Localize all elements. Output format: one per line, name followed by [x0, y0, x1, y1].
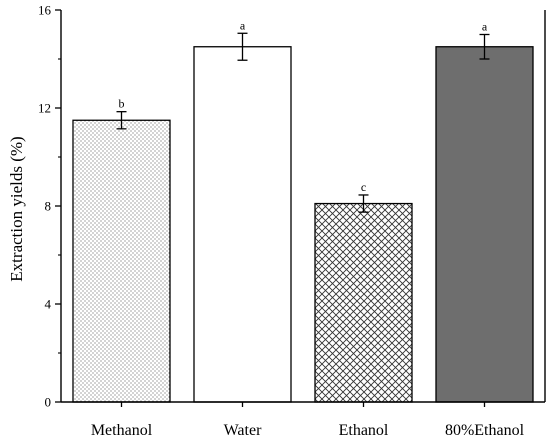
- x-labels-layer: Methanol Water Ethanol 80%Ethanol: [91, 422, 525, 439]
- significance-letter: a: [240, 18, 246, 32]
- y-tick-label: 4: [45, 297, 52, 312]
- y-tick-label: 0: [45, 395, 52, 410]
- error-bar-2: [237, 32, 248, 61]
- y-axis-title: Extraction yields (%): [7, 136, 26, 281]
- error-bars-layer: [116, 32, 490, 213]
- significance-letter: b: [119, 97, 125, 111]
- error-bar-1: [116, 111, 127, 130]
- y-tick-label: 12: [38, 101, 51, 116]
- x-tick-label: Methanol: [91, 422, 153, 439]
- bar-methanol: [72, 119, 171, 403]
- significance-letters-layer: b a c a: [119, 18, 488, 194]
- y-ticks-layer: 0 4 8 12 16: [38, 3, 61, 410]
- significance-letter: c: [361, 180, 366, 194]
- bars-layer: [72, 46, 534, 403]
- x-tick-label: 80%Ethanol: [445, 422, 525, 439]
- error-bar-3: [358, 194, 369, 213]
- bar-80-ethanol: [435, 46, 534, 403]
- bar-water: [193, 46, 292, 403]
- y-tick-label: 16: [38, 3, 52, 18]
- x-tick-label: Ethanol: [339, 422, 389, 439]
- bar-ethanol: [314, 202, 413, 403]
- x-tick-label: Water: [224, 422, 262, 439]
- significance-letter: a: [482, 20, 488, 34]
- y-tick-label: 8: [45, 199, 52, 214]
- error-bar-4: [479, 33, 490, 60]
